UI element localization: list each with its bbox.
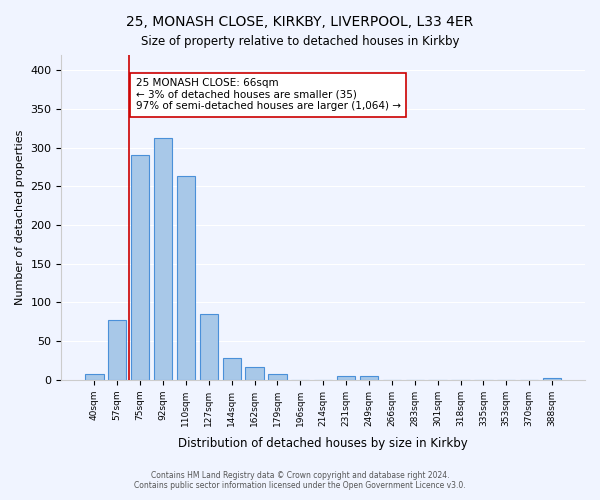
X-axis label: Distribution of detached houses by size in Kirkby: Distribution of detached houses by size … (178, 437, 468, 450)
Bar (154, 138, 172, 380)
Bar (108, 320, 127, 380)
Bar (131, 155, 149, 380)
Text: Contains HM Land Registry data © Crown copyright and database right 2024.
Contai: Contains HM Land Registry data © Crown c… (134, 470, 466, 490)
Bar (543, 378, 561, 380)
Bar (337, 376, 355, 380)
Bar (245, 368, 264, 380)
Bar (200, 314, 218, 380)
Bar (177, 176, 195, 380)
Text: 25, MONASH CLOSE, KIRKBY, LIVERPOOL, L33 4ER: 25, MONASH CLOSE, KIRKBY, LIVERPOOL, L33… (127, 15, 473, 29)
Bar (85, 374, 104, 380)
Bar (268, 374, 287, 380)
Text: 25 MONASH CLOSE: 66sqm
← 3% of detached houses are smaller (35)
97% of semi-deta: 25 MONASH CLOSE: 66sqm ← 3% of detached … (136, 78, 401, 112)
Text: Size of property relative to detached houses in Kirkby: Size of property relative to detached ho… (141, 35, 459, 48)
Bar (223, 358, 241, 380)
Y-axis label: Number of detached properties: Number of detached properties (15, 130, 25, 305)
Bar (360, 376, 378, 380)
